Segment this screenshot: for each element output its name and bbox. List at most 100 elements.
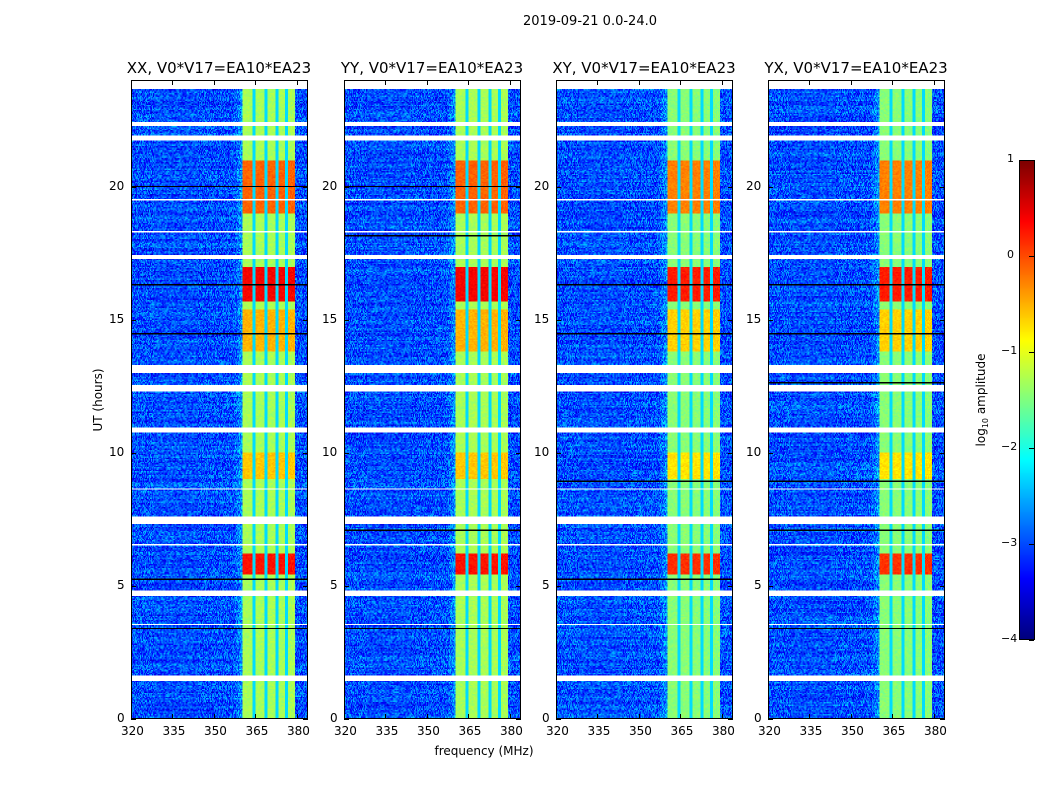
- y-tick-0-2: [131, 452, 136, 454]
- x-tick-top-3-1: [809, 80, 811, 85]
- x-tick-top-2-4: [721, 80, 723, 85]
- x-tick-2-3: [680, 714, 682, 719]
- x-tick-label-3-0: 320: [758, 724, 781, 738]
- x-tick-top-0-2: [213, 80, 215, 85]
- x-tick-label-3-3: 365: [882, 724, 906, 738]
- y-tick-label-0-3: 15: [109, 311, 125, 326]
- x-tick-1-0: [344, 714, 345, 719]
- y-tick-right-3-4: [940, 186, 945, 188]
- x-tick-0-0: [131, 714, 132, 719]
- y-tick-0-4: [131, 186, 136, 188]
- y-tick-right-2-4: [728, 186, 733, 188]
- x-tick-label-3-2: 350: [840, 724, 864, 738]
- x-tick-top-2-0: [556, 80, 557, 85]
- y-tick-label-3-1: 5: [754, 577, 762, 592]
- y-tick-3-1: [768, 585, 773, 587]
- x-tick-1-2: [426, 714, 428, 719]
- x-tick-top-3-0: [768, 80, 769, 85]
- x-tick-label-1-3: 365: [458, 724, 482, 738]
- x-tick-label-3-4: 380: [923, 724, 947, 738]
- colorbar-label-rest: amplitude: [973, 353, 988, 418]
- x-tick-top-2-3: [680, 80, 682, 85]
- x-tick-label-2-2: 350: [628, 724, 652, 738]
- y-tick-2-0: [556, 719, 561, 720]
- x-tick-top-1-1: [385, 80, 387, 85]
- colorbar-label-sub: 10: [981, 417, 991, 429]
- panel-title-1: YY, V0*V17=EA10*EA23: [340, 59, 524, 77]
- x-tick-2-4: [721, 714, 723, 719]
- y-tick-right-0-1: [303, 585, 308, 587]
- y-tick-label-1-1: 5: [330, 577, 338, 592]
- y-tick-3-2: [768, 452, 773, 454]
- colorbar: [1019, 160, 1035, 640]
- x-tick-0-1: [172, 714, 174, 719]
- colorbar-tick-label-4: −3: [1001, 536, 1018, 549]
- panel-title-0: XX, V0*V17=EA10*EA23: [126, 59, 312, 77]
- y-tick-right-3-3: [940, 319, 945, 321]
- y-tick-3-0: [768, 719, 773, 720]
- heatmap-image-2: [557, 81, 732, 718]
- y-tick-right-2-3: [728, 319, 733, 321]
- x-tick-label-0-3: 365: [245, 724, 269, 738]
- heatmap-image-3: [769, 81, 944, 718]
- x-tick-label-1-2: 350: [416, 724, 440, 738]
- y-tick-right-3-2: [940, 452, 945, 454]
- colorbar-label-log: log: [973, 428, 988, 447]
- x-tick-0-3: [255, 714, 257, 719]
- x-tick-top-0-4: [296, 80, 298, 85]
- y-tick-label-0-4: 20: [109, 178, 125, 193]
- y-tick-right-1-0: [516, 719, 521, 720]
- y-tick-right-3-0: [940, 719, 945, 720]
- colorbar-tick-label-2: −1: [1001, 344, 1018, 357]
- y-tick-2-1: [556, 585, 561, 587]
- colorbar-tick-2: [1029, 352, 1034, 353]
- x-tick-label-1-0: 320: [334, 724, 357, 738]
- y-tick-1-3: [344, 319, 349, 321]
- x-tick-top-2-1: [597, 80, 599, 85]
- heatmap-image-0: [132, 81, 307, 718]
- x-tick-2-1: [597, 714, 599, 719]
- y-tick-label-2-3: 15: [534, 311, 550, 326]
- x-tick-3-3: [892, 714, 894, 719]
- y-tick-right-0-0: [303, 719, 308, 720]
- x-tick-label-2-4: 380: [711, 724, 735, 738]
- x-tick-top-1-3: [468, 80, 470, 85]
- y-tick-label-2-0: 0: [542, 711, 550, 725]
- y-tick-right-2-0: [728, 719, 733, 720]
- y-tick-label-0-0: 0: [117, 711, 125, 725]
- colorbar-tick-4: [1029, 544, 1034, 545]
- y-tick-1-2: [344, 452, 349, 454]
- panel-title-3: YX, V0*V17=EA10*EA23: [764, 59, 948, 77]
- x-tick-top-0-1: [172, 80, 174, 85]
- x-tick-top-3-4: [933, 80, 935, 85]
- x-tick-label-2-3: 365: [670, 724, 694, 738]
- y-tick-right-2-2: [728, 452, 733, 454]
- x-tick-1-3: [468, 714, 470, 719]
- y-tick-0-3: [131, 319, 136, 321]
- x-tick-2-2: [638, 714, 640, 719]
- y-tick-label-3-4: 20: [746, 178, 762, 193]
- y-tick-right-0-2: [303, 452, 308, 454]
- x-tick-label-1-1: 335: [375, 724, 399, 738]
- y-tick-right-0-4: [303, 186, 308, 188]
- y-tick-label-0-2: 10: [109, 444, 125, 459]
- y-tick-right-1-3: [516, 319, 521, 321]
- y-tick-1-4: [344, 186, 349, 188]
- x-tick-3-0: [768, 714, 769, 719]
- x-tick-top-1-0: [344, 80, 345, 85]
- y-tick-3-4: [768, 186, 773, 188]
- y-tick-label-2-2: 10: [534, 444, 550, 459]
- y-tick-label-3-0: 0: [754, 711, 762, 725]
- x-tick-1-4: [509, 714, 511, 719]
- x-tick-label-3-1: 335: [799, 724, 823, 738]
- x-tick-top-1-2: [426, 80, 428, 85]
- y-tick-right-1-2: [516, 452, 521, 454]
- colorbar-tick-label-1: 0: [1007, 248, 1014, 261]
- y-axis-label: UT (hours): [91, 368, 105, 432]
- y-tick-2-4: [556, 186, 561, 188]
- colorbar-tick-label-5: −4: [1001, 632, 1018, 645]
- y-tick-0-0: [131, 719, 136, 720]
- y-tick-right-0-3: [303, 319, 308, 321]
- x-tick-label-2-1: 335: [587, 724, 611, 738]
